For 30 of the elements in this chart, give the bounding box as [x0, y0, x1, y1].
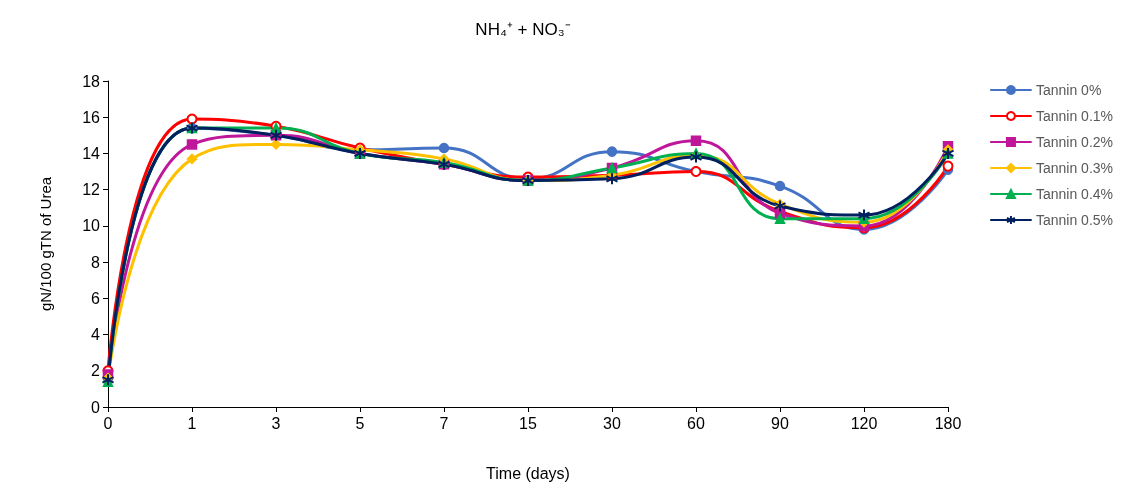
- y-tick-label: 0: [91, 398, 101, 416]
- x-tick-label: 7: [439, 414, 449, 432]
- x-tick-label: 120: [850, 414, 878, 432]
- x-tick-label: 15: [519, 414, 537, 432]
- chart-title: NH₄⁺ + NO₃⁻: [475, 20, 571, 39]
- legend-label: Tannin 0%: [1035, 82, 1102, 98]
- x-tick-label: 1: [187, 414, 197, 432]
- legend-label: Tannin 0.2%: [1035, 134, 1114, 150]
- x-axis-title: Time (days): [486, 464, 570, 482]
- y-tick-label: 6: [91, 289, 101, 307]
- y-axis-title: gN/100 gTN of Urea: [37, 176, 54, 312]
- y-tick-label: 2: [91, 362, 101, 380]
- y-tick-label: 12: [82, 181, 101, 199]
- x-tick-label: 60: [687, 414, 705, 432]
- x-tick-label: 5: [355, 414, 365, 432]
- y-tick-label: 10: [82, 217, 101, 235]
- y-tick-label: 14: [82, 144, 101, 162]
- y-tick-label: 8: [91, 253, 101, 271]
- x-tick-label: 0: [103, 414, 113, 432]
- y-tick-label: 4: [91, 326, 101, 344]
- y-tick-label: 18: [82, 72, 101, 90]
- x-tick-label: 90: [771, 414, 789, 432]
- x-tick-label: 30: [603, 414, 621, 432]
- legend-label: Tannin 0.4%: [1035, 186, 1114, 202]
- x-tick-label: 180: [934, 414, 962, 432]
- legend-label: Tannin 0.3%: [1035, 160, 1114, 176]
- x-tick-label: 3: [271, 414, 281, 432]
- legend-label: Tannin 0.5%: [1035, 212, 1114, 228]
- legend-label: Tannin 0.1%: [1035, 108, 1114, 124]
- y-tick-label: 16: [82, 108, 101, 126]
